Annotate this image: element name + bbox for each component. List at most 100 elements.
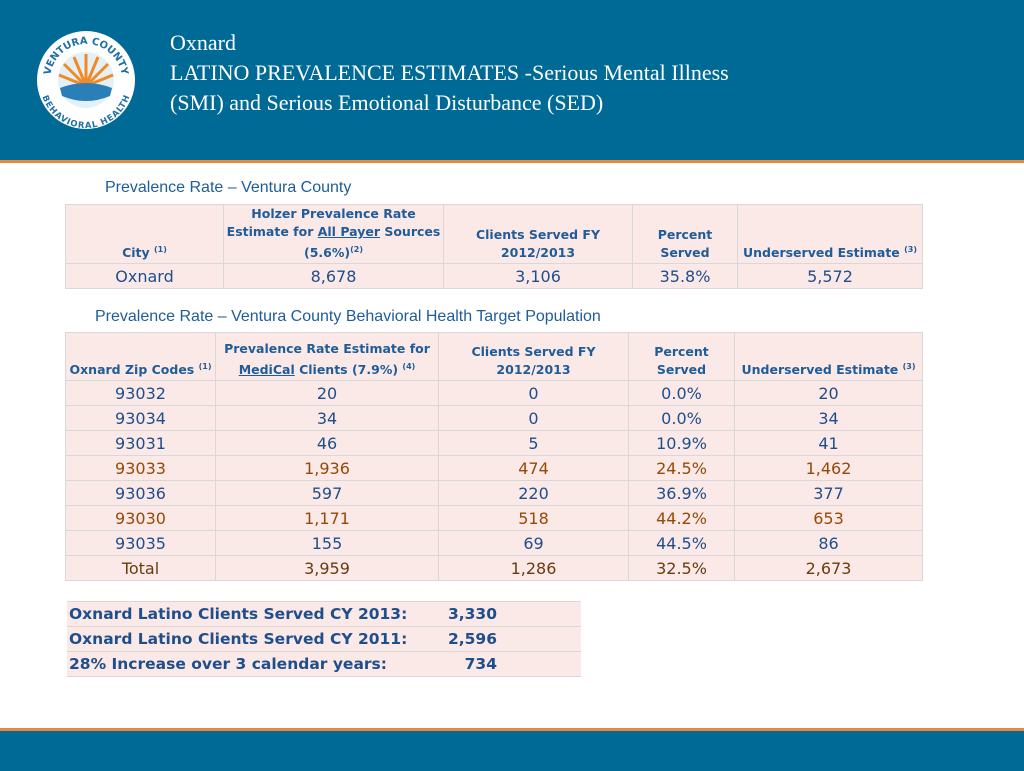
header-text: (1) xyxy=(154,245,167,254)
data-cell: 377 xyxy=(734,480,923,506)
data-row: 93031 46 5 10.9% 41 xyxy=(65,430,923,456)
header-text: Underserved Estimate xyxy=(741,362,903,377)
data-cell: 41 xyxy=(734,430,923,456)
header-text: Prevalence Rate Estimate for xyxy=(224,341,430,356)
header-text: Oxnard Zip Codes xyxy=(69,362,199,377)
header-cell: Clients Served FY 2012/2013 xyxy=(443,204,633,264)
header-text: (2) xyxy=(350,245,363,254)
summary-row: 28% Increase over 3 calendar years: 734 xyxy=(67,651,581,677)
data-cell: 5,572 xyxy=(737,263,923,289)
header-cell: Prevalence Rate Estimate for MediCal Cli… xyxy=(215,332,439,381)
summary-value: 3,330 xyxy=(441,601,497,627)
data-row: Total 3,959 1,286 32.5% 2,673 xyxy=(65,555,923,581)
header-text: (4) xyxy=(402,362,416,371)
data-cell: 1,286 xyxy=(438,555,629,581)
data-cell: 93033 xyxy=(65,455,216,481)
data-cell: 93032 xyxy=(65,380,216,406)
header-text: (3) xyxy=(904,245,918,254)
data-cell: 86 xyxy=(734,530,923,556)
header-text: All Payer xyxy=(317,224,380,239)
header-cell: Oxnard Zip Codes (1) xyxy=(65,332,216,381)
data-cell: 3,106 xyxy=(443,263,633,289)
header-text: Sources (5.6%) xyxy=(304,224,441,260)
data-cell: 0 xyxy=(438,405,629,431)
data-cell: 34 xyxy=(734,405,923,431)
title-line: LATINO PREVALENCE ESTIMATES -Serious Men… xyxy=(170,60,729,85)
data-cell: 597 xyxy=(215,480,439,506)
data-cell: 20 xyxy=(734,380,923,406)
footer-band xyxy=(0,728,1024,771)
header-cell: Clients Served FY 2012/2013 xyxy=(438,332,629,381)
data-cell: Total xyxy=(65,555,216,581)
header-cell: Percent Served xyxy=(632,204,738,264)
data-cell: 8,678 xyxy=(223,263,444,289)
header-text: Percent Served xyxy=(657,227,713,260)
header-text: Holzer Prevalence Rate Estimate for xyxy=(226,206,416,239)
header-cell: Percent Served xyxy=(628,332,735,381)
slide-title: Oxnard LATINO PREVALENCE ESTIMATES -Serio… xyxy=(170,28,729,118)
section-title: Prevalence Rate – Ventura County xyxy=(105,179,352,196)
data-row: 93036 597 220 36.9% 377 xyxy=(65,480,923,506)
data-row: 93035 155 69 44.5% 86 xyxy=(65,530,923,556)
data-cell: 93036 xyxy=(65,480,216,506)
data-cell: 44.2% xyxy=(628,505,735,531)
data-cell: 155 xyxy=(215,530,439,556)
header-text: Clients Served FY 2012/2013 xyxy=(475,227,601,260)
title-line: (SMI) and Serious Emotional Disturbance … xyxy=(170,90,604,115)
summary-label: Oxnard Latino Clients Served CY 2011: xyxy=(67,626,441,652)
data-cell: 10.9% xyxy=(628,430,735,456)
summary-row: Oxnard Latino Clients Served CY 2011: 2,5… xyxy=(67,626,581,652)
data-cell: 1,936 xyxy=(215,455,439,481)
data-cell: 69 xyxy=(438,530,629,556)
data-row: 93032 20 0 0.0% 20 xyxy=(65,380,923,406)
data-row: 93030 1,171 518 44.2% 653 xyxy=(65,505,923,531)
data-cell: 474 xyxy=(438,455,629,481)
logo: VENTURA COUNTY BEHAVIORAL HEALTH xyxy=(37,31,135,130)
header-text: Clients (7.9%) xyxy=(294,362,403,377)
data-cell: 1,171 xyxy=(215,505,439,531)
header-text: MediCal xyxy=(238,362,295,377)
data-cell: 24.5% xyxy=(628,455,735,481)
table: Oxnard Zip Codes (1) Prevalence Rate Esti… xyxy=(65,332,923,581)
data-cell: 0.0% xyxy=(628,405,735,431)
data-cell: 93030 xyxy=(65,505,216,531)
title-line: Oxnard xyxy=(170,30,236,55)
header-cell: City (1) xyxy=(65,204,224,264)
data-cell: 3,959 xyxy=(215,555,439,581)
data-cell: 1,462 xyxy=(734,455,923,481)
data-cell: 93031 xyxy=(65,430,216,456)
header-text: (1) xyxy=(198,362,212,371)
header-text: City xyxy=(122,245,155,260)
data-cell: 46 xyxy=(215,430,439,456)
data-cell: 36.9% xyxy=(628,480,735,506)
header-row: Oxnard Zip Codes (1) Prevalence Rate Esti… xyxy=(65,332,923,381)
section-title: Prevalence Rate – Ventura County Behavio… xyxy=(95,308,601,325)
data-cell: 5 xyxy=(438,430,629,456)
header-row: City (1) Holzer Prevalence Rate Estimate … xyxy=(65,204,923,264)
data-cell: 518 xyxy=(438,505,629,531)
summary-spacer xyxy=(497,651,581,677)
summary-row: Oxnard Latino Clients Served CY 2013: 3,3… xyxy=(67,601,581,627)
summary-value: 2,596 xyxy=(441,626,497,652)
data-cell: 35.8% xyxy=(632,263,738,289)
summary-spacer xyxy=(497,601,581,627)
data-cell: 32.5% xyxy=(628,555,735,581)
data-cell: 20 xyxy=(215,380,439,406)
data-cell: 653 xyxy=(734,505,923,531)
data-row: Oxnard 8,678 3,106 35.8% 5,572 xyxy=(65,263,923,289)
data-cell: 220 xyxy=(438,480,629,506)
data-cell: 93034 xyxy=(65,405,216,431)
header-cell: Underserved Estimate (3) xyxy=(734,332,923,381)
data-row: 93033 1,936 474 24.5% 1,462 xyxy=(65,455,923,481)
data-cell: 2,673 xyxy=(734,555,923,581)
data-row: 93034 34 0 0.0% 34 xyxy=(65,405,923,431)
data-cell: 34 xyxy=(215,405,439,431)
data-cell: 93035 xyxy=(65,530,216,556)
header-text: Underserved Estimate xyxy=(742,245,905,260)
summary-label: Oxnard Latino Clients Served CY 2013: xyxy=(67,601,441,627)
summary-table: Oxnard Latino Clients Served CY 2013: 3,3… xyxy=(67,601,581,677)
header-cell: Holzer Prevalence Rate Estimate for All … xyxy=(223,204,444,264)
data-cell: 0 xyxy=(438,380,629,406)
summary-value: 734 xyxy=(441,651,497,677)
